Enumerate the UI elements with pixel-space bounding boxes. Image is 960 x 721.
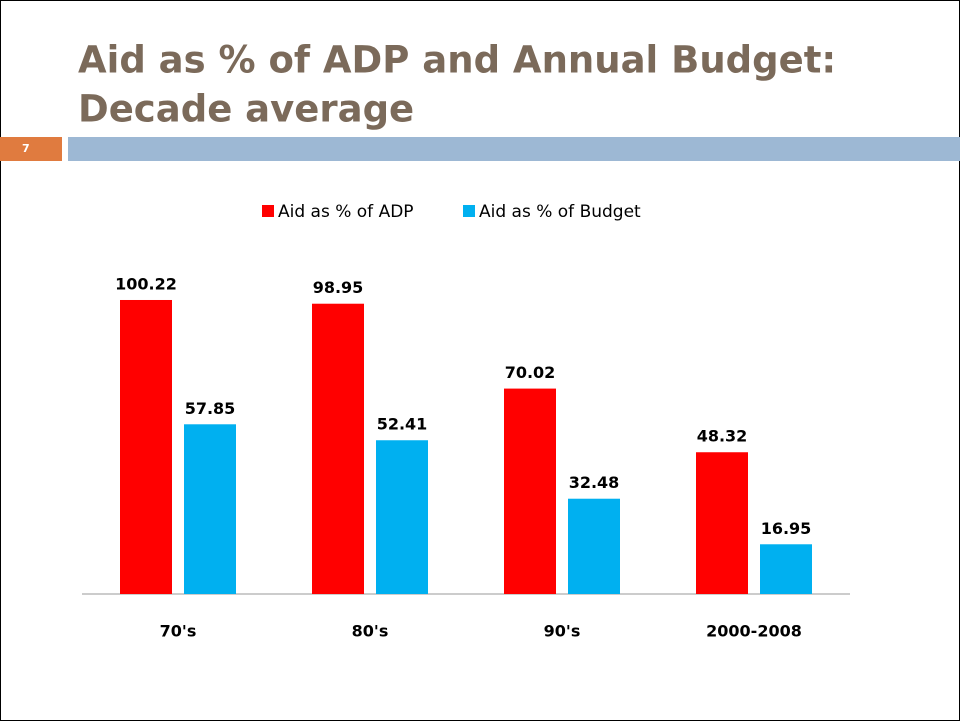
bar — [376, 440, 428, 594]
header-bar — [68, 137, 960, 161]
slide-number: 7 — [22, 142, 30, 155]
x-tick-label: 2000-2008 — [706, 622, 802, 641]
legend-swatch — [262, 205, 274, 217]
bar — [568, 498, 620, 594]
data-label: 57.85 — [185, 399, 236, 418]
bar — [696, 452, 748, 594]
title-line-1: Aid as % of ADP and Annual Budget: — [78, 39, 836, 82]
data-label: 98.95 — [313, 278, 364, 297]
data-label: 70.02 — [505, 363, 556, 382]
bar — [312, 303, 364, 594]
x-tick-label: 70's — [160, 622, 197, 641]
slide-number-box — [0, 137, 62, 161]
x-tick-label: 80's — [352, 622, 389, 641]
data-label: 52.41 — [377, 415, 428, 434]
bar — [120, 299, 172, 594]
bar — [504, 388, 556, 594]
title-line-2: Decade average — [78, 88, 414, 131]
data-label: 100.22 — [115, 274, 177, 293]
bar — [184, 424, 236, 594]
legend-label: Aid as % of ADP — [278, 202, 414, 222]
legend-swatch — [463, 205, 475, 217]
x-tick-label: 90's — [544, 622, 581, 641]
data-label: 32.48 — [569, 473, 620, 492]
data-label: 16.95 — [761, 519, 812, 538]
data-label: 48.32 — [697, 427, 748, 446]
legend-label: Aid as % of Budget — [479, 202, 641, 222]
bar — [760, 544, 812, 594]
